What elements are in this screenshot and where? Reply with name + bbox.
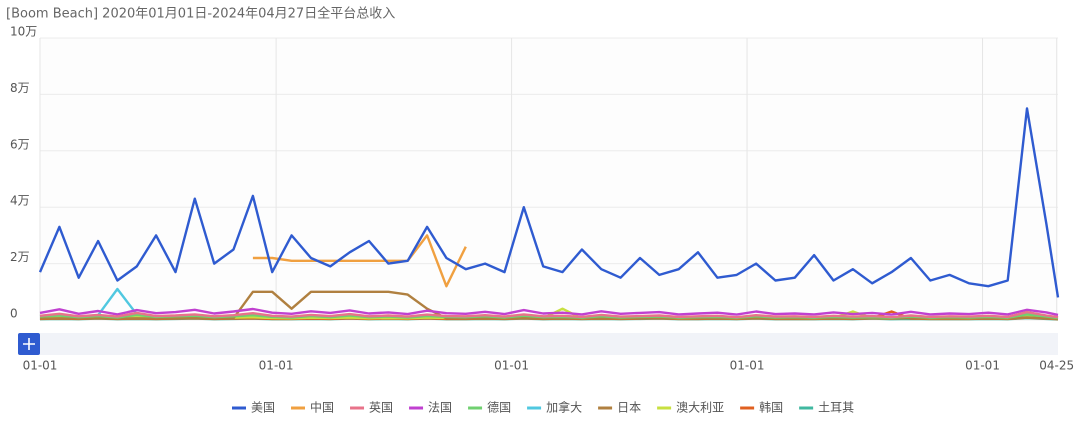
x-tick-label: 01-01 xyxy=(730,359,765,373)
x-tick-label: 01-01 xyxy=(23,359,58,373)
x-tick-label: 01-01 xyxy=(259,359,294,373)
y-tick-label: 6万 xyxy=(10,137,30,151)
y-tick-label: 10万 xyxy=(10,25,37,39)
legend-label[interactable]: 英国 xyxy=(369,401,393,415)
x-tick-label: 04-25 xyxy=(1039,359,1074,373)
legend-label[interactable]: 土耳其 xyxy=(818,401,854,415)
legend-label[interactable]: 中国 xyxy=(310,400,334,415)
plot-area xyxy=(40,38,1058,320)
series-line xyxy=(38,107,1060,298)
chart-title: [Boom Beach] 2020年01月01日-2024年04月27日全平台总… xyxy=(6,6,395,22)
series-line xyxy=(39,310,1059,319)
legend-label[interactable]: 韩国 xyxy=(759,400,783,415)
x-tick-label: 01-01 xyxy=(965,359,1000,373)
legend-label[interactable]: 法国 xyxy=(428,401,452,415)
x-tick-label: 01-01 xyxy=(494,359,529,373)
zoom-icon xyxy=(23,338,35,350)
legend-label[interactable]: 澳大利亚 xyxy=(676,401,724,415)
y-tick-label: 0 xyxy=(10,307,18,321)
range-slider[interactable] xyxy=(40,333,1058,355)
legend-label[interactable]: 日本 xyxy=(617,401,641,415)
series-line xyxy=(252,234,467,288)
y-tick-label: 4万 xyxy=(10,194,30,208)
legend-label[interactable]: 美国 xyxy=(251,401,275,415)
series-line xyxy=(39,307,1059,317)
y-tick-label: 8万 xyxy=(10,81,30,95)
y-tick-label: 2万 xyxy=(10,250,30,264)
legend-label[interactable]: 加拿大 xyxy=(546,400,582,415)
legend-label[interactable]: 德国 xyxy=(487,400,511,415)
